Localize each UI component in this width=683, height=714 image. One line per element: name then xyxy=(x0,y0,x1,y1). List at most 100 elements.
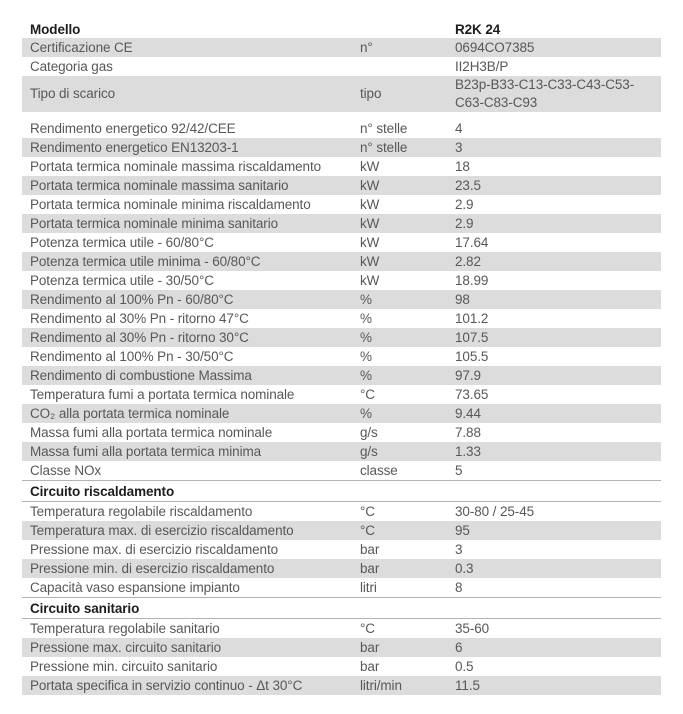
row-label: Portata termica nominale minima sanitari… xyxy=(30,215,279,231)
row-unit: n° stelle xyxy=(360,139,408,155)
row-unit: % xyxy=(360,367,372,383)
row-value: 2.82 xyxy=(455,253,481,269)
row-unit: % xyxy=(360,405,372,421)
row-unit: % xyxy=(360,310,372,326)
row-label: Massa fumi alla portata termica nominale xyxy=(30,424,273,440)
row-unit: % xyxy=(360,329,372,345)
table-row: Massa fumi alla portata termica nominale… xyxy=(22,423,661,442)
row-unit: °C xyxy=(360,503,375,519)
row-value: 8 xyxy=(455,579,463,595)
row-label: Pressione min. di esercizio riscaldament… xyxy=(30,560,275,576)
row-label: Rendimento energetico 92/42/CEE xyxy=(30,120,236,136)
row-value: 1.33 xyxy=(455,443,481,459)
row-value: 105.5 xyxy=(455,348,489,364)
row-value: 30-80 / 25-45 xyxy=(455,503,535,519)
row-unit: °C xyxy=(360,620,375,636)
row-value: 17.64 xyxy=(455,234,489,250)
row-label: Potenza termica utile - 30/50°C xyxy=(30,272,214,288)
row-value: 3 xyxy=(455,139,463,155)
model-header-label: Modello xyxy=(30,21,81,37)
row-label: Pressione min. circuito sanitario xyxy=(30,658,218,674)
row-value: 0.3 xyxy=(455,560,474,576)
row-unit: % xyxy=(360,291,372,307)
row-label: CO₂ alla portata termica nominale xyxy=(30,405,230,421)
section-header: Circuito sanitario xyxy=(22,597,661,619)
row-unit: g/s xyxy=(360,424,378,440)
row-unit: n° stelle xyxy=(360,120,408,136)
table-row: Potenza termica utile - 60/80°C kW 17.64 xyxy=(22,233,661,252)
table-row: Rendimento energetico EN13203-1 n° stelle… xyxy=(22,138,661,157)
row-label: Rendimento al 100% Pn - 30/50°C xyxy=(30,348,234,364)
row-label: Temperatura max. di esercizio riscaldame… xyxy=(30,522,294,538)
row-label: Rendimento al 30% Pn - ritorno 30°C xyxy=(30,329,249,345)
row-value: 0694CO7385 xyxy=(455,39,535,55)
row-unit: bar xyxy=(360,541,380,557)
row-label: Rendimento energetico EN13203-1 xyxy=(30,139,239,155)
row-unit: bar xyxy=(360,658,380,674)
row-value: 101.2 xyxy=(455,310,489,326)
row-label: Portata termica nominale massima riscald… xyxy=(30,158,322,174)
table-row: Portata termica nominale massima sanitar… xyxy=(22,176,661,195)
row-unit: kW xyxy=(360,272,380,288)
row-value: 18 xyxy=(455,158,470,174)
row-value: 97.9 xyxy=(455,367,481,383)
table-row: Temperatura fumi a portata termica nomin… xyxy=(22,385,661,404)
row-label: Massa fumi alla portata termica minima xyxy=(30,443,262,459)
table-header-row: Modello R2K 24 xyxy=(22,20,661,38)
section-title: Circuito riscaldamento xyxy=(30,483,175,499)
table-row: Rendimento al 100% Pn - 30/50°C% 105.5 xyxy=(22,347,661,366)
table-row: Pressione min. di esercizio riscaldament… xyxy=(22,559,661,578)
row-label: Temperatura fumi a portata termica nomin… xyxy=(30,386,295,402)
row-unit: °C xyxy=(360,386,375,402)
row-unit: bar xyxy=(360,639,380,655)
row-value: II2H3B/P xyxy=(455,58,509,74)
row-value: 5 xyxy=(455,462,463,478)
row-unit: kW xyxy=(360,215,380,231)
table-row: Rendimento di combustione Massima% 97.9 xyxy=(22,366,661,385)
row-unit: litri/min xyxy=(360,677,402,693)
row-value: 98 xyxy=(455,291,470,307)
row-unit: bar xyxy=(360,560,380,576)
model-header-value: R2K 24 xyxy=(455,21,501,37)
section-header: Circuito riscaldamento xyxy=(22,480,661,502)
row-value: 4 xyxy=(455,120,463,136)
section-title: Circuito sanitario xyxy=(30,600,140,616)
row-value: 95 xyxy=(455,522,470,538)
spec-table-body: Certificazione CE n° 0694CO7385 Categoria g… xyxy=(22,38,661,695)
table-row: Tipo di scarico tipo B23p-B33-C13-C33-C43-… xyxy=(22,76,661,112)
table-row: Rendimento al 100% Pn - 60/80°C% 98 xyxy=(22,290,661,309)
row-unit: g/s xyxy=(360,443,378,459)
row-value: 3 xyxy=(455,541,463,557)
row-value: 11.5 xyxy=(455,677,480,693)
table-row: Classe NOx classe 5 xyxy=(22,461,661,480)
table-row: Certificazione CE n° 0694CO7385 xyxy=(22,38,661,57)
row-value: 2.9 xyxy=(455,196,474,212)
row-unit: classe xyxy=(360,462,398,478)
row-label: Classe NOx xyxy=(30,462,102,478)
row-value: 23.5 xyxy=(455,177,481,193)
row-value: 7.88 xyxy=(455,424,481,440)
row-value: 2.9 xyxy=(455,215,474,231)
row-label: Tipo di scarico xyxy=(30,86,116,101)
row-label: Temperatura regolabile sanitario xyxy=(30,620,220,636)
table-row: Rendimento energetico 92/42/CEE n° stelle… xyxy=(22,119,661,138)
table-row: Portata specifica in servizio continuo -… xyxy=(22,676,661,695)
row-label: Portata termica nominale minima riscalda… xyxy=(30,196,311,212)
table-row: Rendimento al 30% Pn - ritorno 30°C% 107.… xyxy=(22,328,661,347)
row-label: Rendimento al 100% Pn - 60/80°C xyxy=(30,291,234,307)
table-row: Massa fumi alla portata termica minima g/… xyxy=(22,442,661,461)
table-row: Temperatura regolabile riscaldamento °C 30… xyxy=(22,502,661,521)
table-row: Portata termica nominale minima sanitari… xyxy=(22,214,661,233)
row-value: 9.44 xyxy=(455,405,481,421)
spec-table: Modello R2K 24 Certificazione CE n° 0694CO… xyxy=(22,20,661,695)
row-label: Capacità vaso espansione impianto xyxy=(30,579,240,595)
row-unit: kW xyxy=(360,196,380,212)
table-row: Temperatura max. di esercizio riscaldame… xyxy=(22,521,661,540)
row-unit: kW xyxy=(360,253,380,269)
row-label: Categoria gas xyxy=(30,58,113,74)
row-value: 6 xyxy=(455,639,463,655)
row-unit: kW xyxy=(360,234,380,250)
row-unit: % xyxy=(360,348,372,364)
table-row: Pressione max. circuito sanitario bar 6 xyxy=(22,638,661,657)
